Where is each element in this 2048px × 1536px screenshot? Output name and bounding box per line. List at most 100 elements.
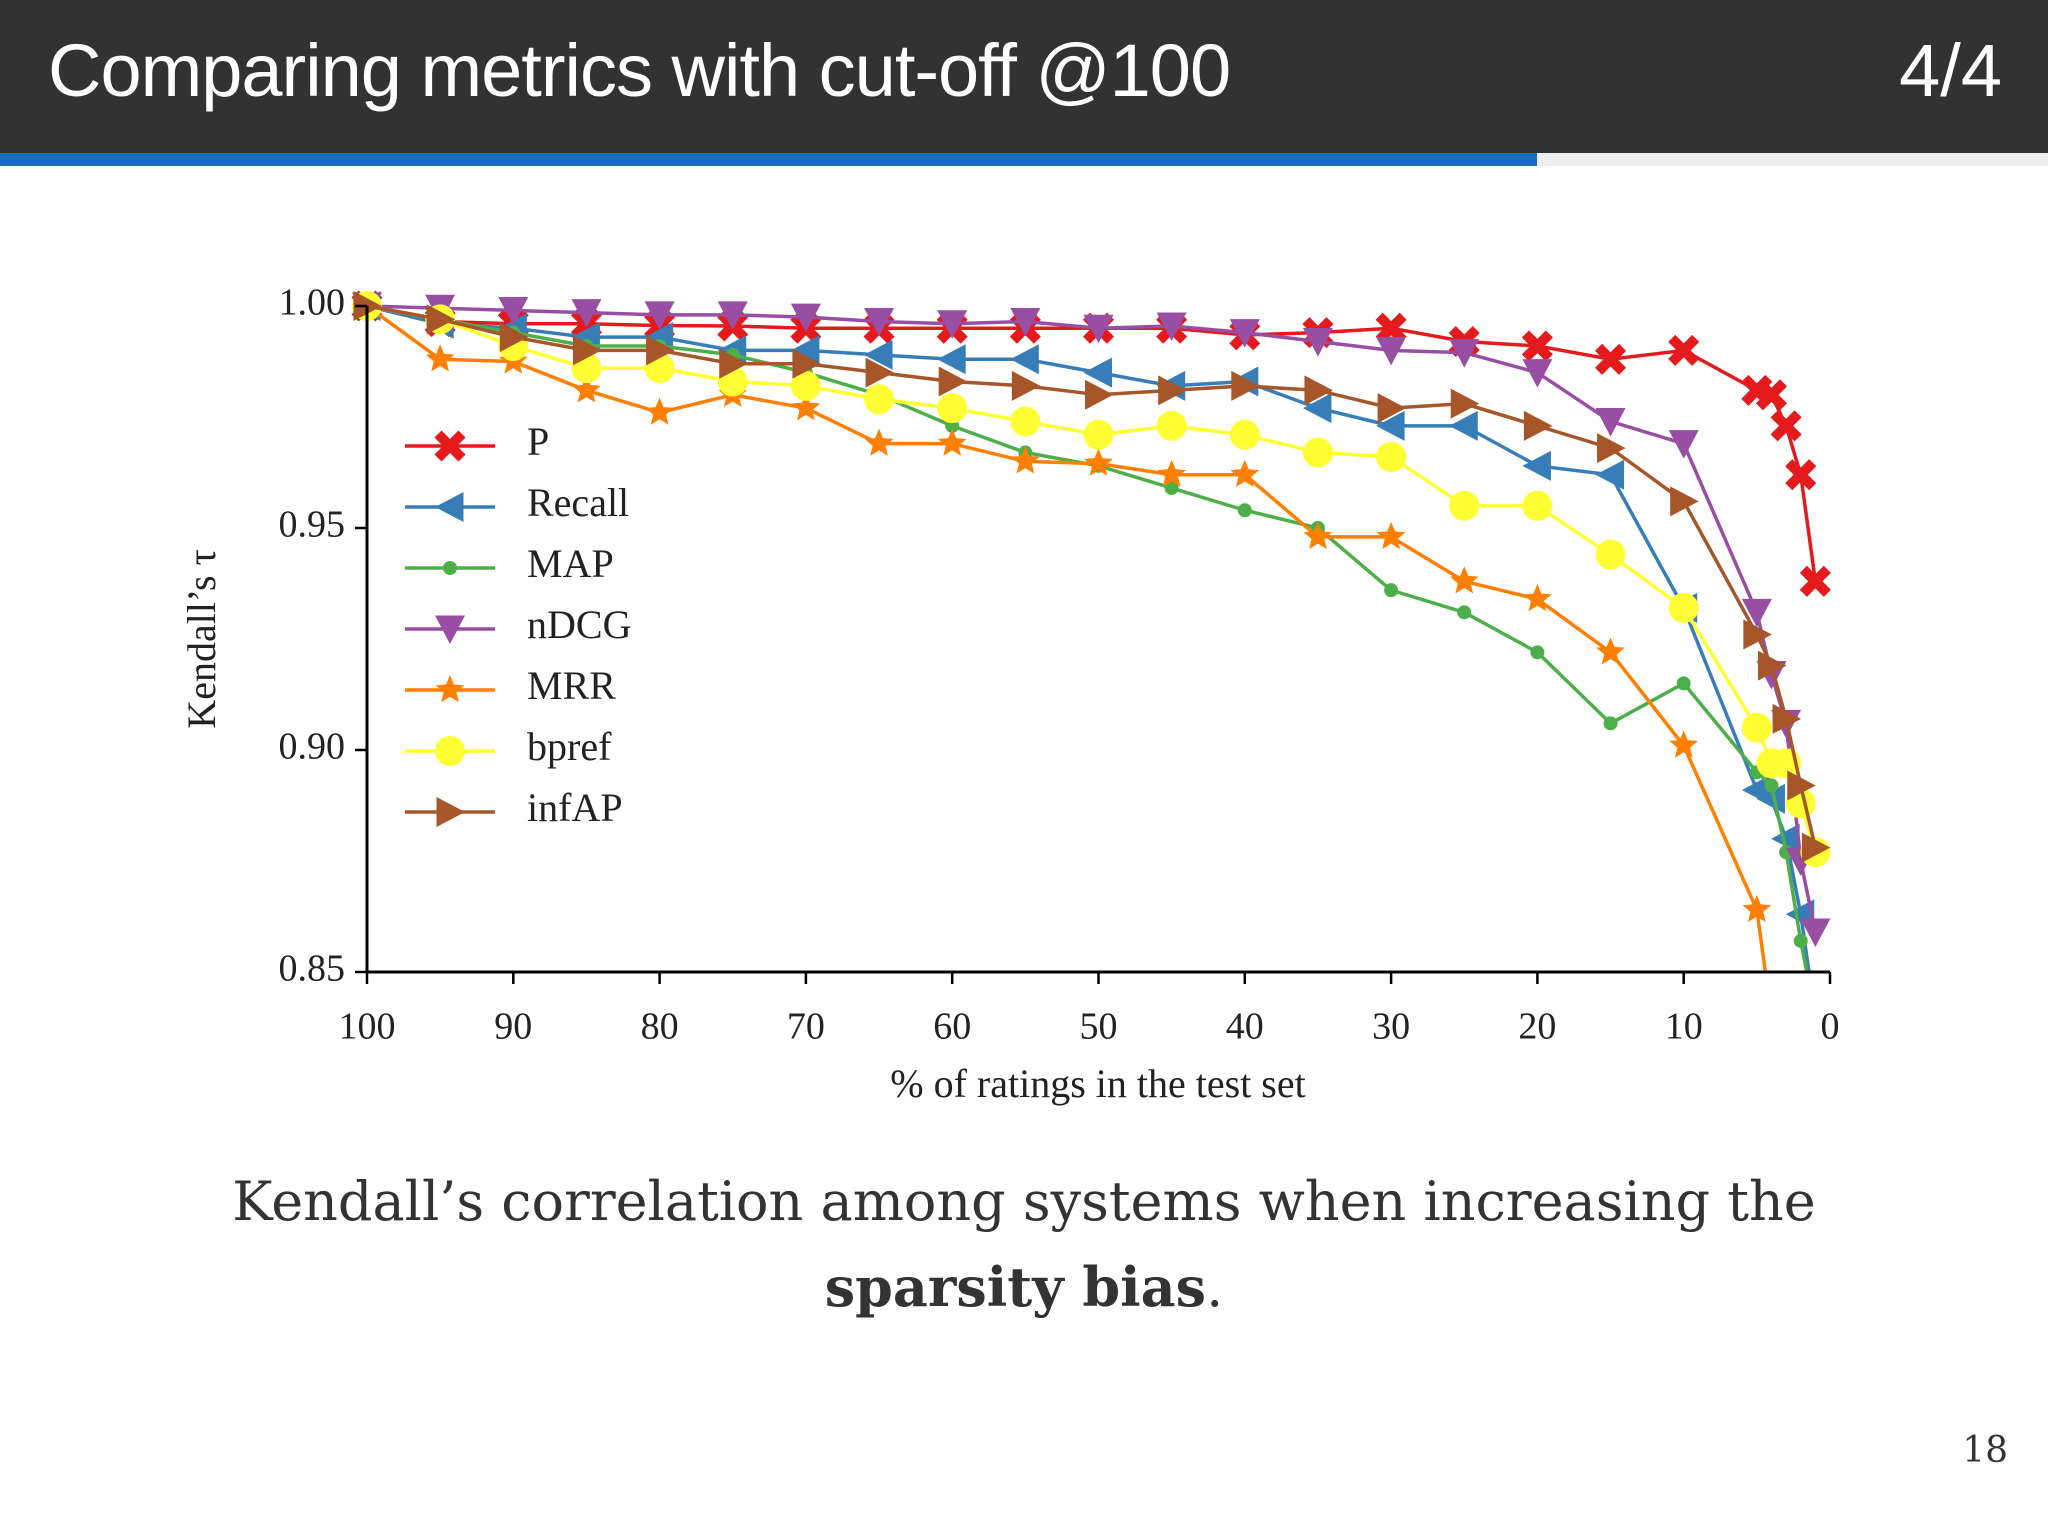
x-tick-label: 60 <box>933 1006 971 1048</box>
marker <box>1521 330 1553 362</box>
marker <box>1595 407 1626 437</box>
slide-counter: 4/4 <box>1899 29 2002 112</box>
marker <box>1237 503 1252 518</box>
marker <box>1376 441 1407 472</box>
marker <box>1376 336 1407 366</box>
marker <box>1011 446 1040 474</box>
legend-label: Recall <box>527 480 629 525</box>
marker <box>1669 730 1698 758</box>
marker <box>1595 539 1626 570</box>
x-tick-label: 70 <box>787 1006 825 1048</box>
marker <box>1801 832 1831 863</box>
marker <box>1156 410 1187 441</box>
marker <box>865 357 895 388</box>
marker <box>1010 344 1039 375</box>
marker <box>1375 312 1407 344</box>
marker <box>1799 565 1831 597</box>
marker <box>443 561 457 575</box>
marker <box>1229 319 1260 348</box>
y-axis-label: Kendall’s τ <box>179 549 224 728</box>
marker <box>938 366 968 397</box>
marker <box>864 384 895 415</box>
marker <box>790 370 821 401</box>
marker <box>1793 933 1808 948</box>
marker <box>435 615 465 644</box>
marker <box>864 308 895 337</box>
marker <box>1302 393 1332 424</box>
marker <box>792 348 821 379</box>
x-tick-label: 90 <box>494 1006 532 1048</box>
legend-label: bpref <box>527 724 612 769</box>
marker <box>790 303 821 333</box>
y-tick-label: 0.95 <box>279 504 346 546</box>
marker <box>1158 375 1187 406</box>
marker <box>646 335 675 366</box>
marker <box>1303 521 1333 550</box>
marker <box>1597 433 1626 464</box>
progress-fill <box>0 153 1537 166</box>
y-tick-label: 1.00 <box>279 282 346 324</box>
marker <box>1772 703 1802 734</box>
marker <box>1603 716 1618 731</box>
caption-line: sparsity bias. <box>0 1255 2048 1319</box>
marker <box>1085 379 1114 410</box>
marker <box>1457 605 1472 620</box>
marker <box>1772 1090 1801 1117</box>
marker <box>1083 314 1114 344</box>
marker <box>1522 450 1551 481</box>
caption: Kendall’s correlation among systems when… <box>0 1170 2048 1319</box>
marker <box>1756 783 1785 814</box>
marker <box>1083 357 1112 388</box>
x-tick-label: 80 <box>641 1006 679 1048</box>
marker <box>1376 521 1406 550</box>
x-tick-label: 30 <box>1372 1006 1410 1048</box>
legend: P Recall MAP nDCG MRR bpref infAP <box>405 419 631 830</box>
marker <box>937 428 967 456</box>
marker <box>1595 459 1625 490</box>
marker <box>426 304 456 335</box>
marker <box>435 675 465 703</box>
x-tick-label: 40 <box>1226 1006 1264 1048</box>
y-tick-label: 0.90 <box>279 726 346 768</box>
marker <box>1230 459 1260 487</box>
legend-label: MAP <box>527 541 614 586</box>
legend-label: nDCG <box>527 602 631 647</box>
marker <box>1302 437 1333 468</box>
marker <box>1742 894 1772 922</box>
x-tick-label: 100 <box>339 1006 396 1048</box>
marker <box>1304 375 1333 406</box>
marker <box>1084 448 1113 476</box>
marker <box>1787 770 1816 801</box>
marker <box>434 430 466 462</box>
marker <box>436 797 465 827</box>
marker <box>1523 410 1553 441</box>
marker <box>1757 650 1787 681</box>
marker <box>435 736 465 766</box>
caption-line: Kendall’s correlation among systems when… <box>232 1170 1816 1233</box>
caption-end: . <box>1206 1256 1224 1319</box>
marker <box>1764 778 1779 793</box>
slide-title: Comparing metrics with cut-off @100 <box>48 29 1231 112</box>
marker <box>644 301 675 330</box>
marker <box>1770 410 1802 442</box>
marker <box>499 322 529 353</box>
marker <box>435 492 464 522</box>
marker <box>571 299 602 328</box>
progress-bar <box>0 153 2048 166</box>
plot-area <box>351 290 1831 1117</box>
marker <box>791 393 821 421</box>
x-axis-label: % of ratings in the test set <box>890 1061 1305 1106</box>
marker <box>1741 598 1772 628</box>
marker <box>1522 359 1553 388</box>
marker <box>1668 334 1700 366</box>
marker <box>1596 637 1625 665</box>
marker <box>1449 566 1479 594</box>
marker <box>1595 343 1627 375</box>
marker <box>1377 393 1407 424</box>
x-tick-label: 0 <box>1821 1006 1840 1048</box>
marker <box>1164 481 1179 496</box>
x-tick-label: 20 <box>1518 1006 1556 1048</box>
marker <box>1011 370 1041 401</box>
marker <box>1785 459 1817 491</box>
marker <box>425 344 455 372</box>
